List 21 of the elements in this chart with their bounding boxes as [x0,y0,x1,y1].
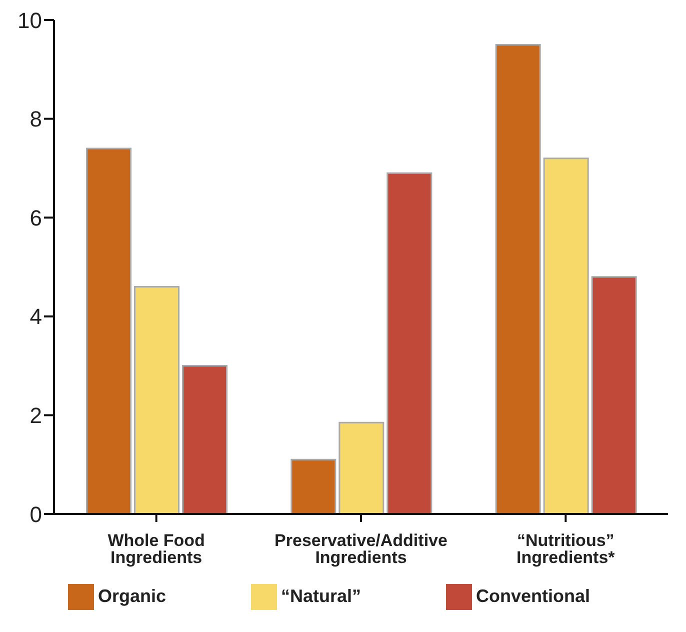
y-tick-label: 4 [30,304,42,330]
legend-label: Organic [98,586,166,606]
bar [386,172,432,514]
y-tick-label: 10 [18,8,42,33]
legend-label: Conventional [476,586,590,606]
bar [591,276,637,514]
y-tick-label: 6 [30,205,42,230]
bar [182,365,228,514]
y-tick-label: 0 [30,502,42,527]
y-tick-label: 8 [30,106,42,132]
bar [290,458,336,514]
y-tick-label: 2 [30,403,42,428]
bar [543,158,589,514]
x-tick-label: Preservative/Additive Ingredients [274,531,448,568]
legend-label: “Natural” [281,586,362,606]
bar [86,148,132,514]
bar [495,44,541,514]
x-tick-label: “Nutritious” Ingredients* [516,531,616,568]
x-tick-label: Whole Food Ingredients [108,531,205,568]
bar [338,422,384,514]
bar [134,286,180,514]
